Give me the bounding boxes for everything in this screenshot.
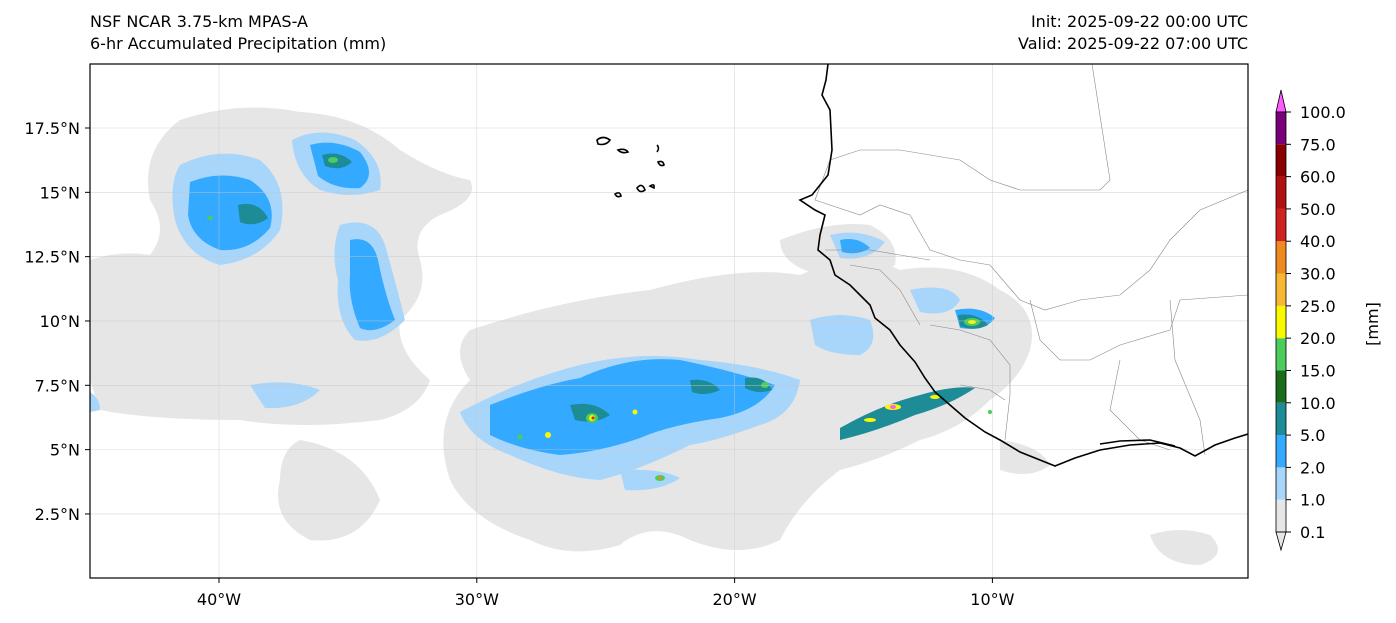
precip-heavy-cells: [207, 157, 992, 481]
gridlines: [90, 64, 1248, 578]
y-tick-label: 10°N: [40, 312, 80, 331]
colorbar-segment: [1276, 144, 1286, 177]
colorbar-extend-min: [1275, 531, 1287, 552]
colorbar: 0.1 1.0 2.0 5.0 10.0 15.0 20.0 25.0 30.0 40.0 50.0…: [1275, 89, 1346, 552]
colorbar-segment: [1276, 338, 1286, 371]
colorbar-tick-label: 60.0: [1300, 168, 1336, 187]
colorbar-tick-label: 20.0: [1300, 329, 1336, 348]
colorbar-segment: [1276, 241, 1286, 274]
country-borders: [814, 64, 1248, 456]
colorbar-extend-max: [1275, 89, 1287, 113]
colorbar-segment: [1276, 305, 1286, 339]
colorbar-tick-label: 30.0: [1300, 265, 1336, 284]
x-tick-label: 40°W: [197, 590, 241, 609]
init-time: Init: 2025-09-22 00:00 UTC: [1030, 12, 1248, 31]
y-axis: 17.5°N 15°N 12.5°N 10°N 7.5°N 5°N 2.5°N: [24, 119, 90, 524]
y-tick-label: 12.5°N: [24, 248, 80, 267]
colorbar-segment: [1276, 176, 1286, 209]
y-tick-label: 2.5°N: [35, 505, 80, 524]
product-title: 6-hr Accumulated Precipitation (mm): [90, 34, 387, 53]
colorbar-tick-label: 100.0: [1300, 103, 1346, 122]
x-tick-label: 10°W: [970, 590, 1014, 609]
colorbar-tick-label: 10.0: [1300, 394, 1336, 413]
colorbar-segment: [1276, 370, 1286, 403]
map-area: [90, 64, 1248, 578]
y-tick-label: 5°N: [50, 441, 80, 460]
y-tick-label: 7.5°N: [35, 376, 80, 395]
colorbar-segment: [1276, 208, 1286, 242]
plot-title: NSF NCAR 3.75-km MPAS-A 6-hr Accumulated…: [90, 11, 386, 55]
x-axis: 40°W 30°W 20°W 10°W: [197, 578, 1015, 609]
colorbar-tick-label: 5.0: [1300, 426, 1325, 445]
x-tick-label: 20°W: [713, 590, 757, 609]
colorbar-tick-label: 50.0: [1300, 200, 1336, 219]
colorbar-tick-label: 0.1: [1300, 523, 1325, 542]
colorbar-tick-label: 75.0: [1300, 135, 1336, 154]
colorbar-segment: [1276, 499, 1286, 532]
colorbar-segment: [1276, 112, 1286, 145]
colorbar-segment: [1276, 467, 1286, 500]
colorbar-segment: [1276, 402, 1286, 436]
colorbar-outline: [1275, 111, 1287, 533]
colorbar-segment: [1276, 273, 1286, 306]
x-tick-label: 30°W: [455, 590, 499, 609]
coastline: [596, 64, 1248, 467]
precip-5mm: [238, 153, 988, 440]
y-tick-label: 15°N: [40, 183, 80, 202]
y-tick-label: 17.5°N: [24, 119, 80, 138]
model-title: NSF NCAR 3.75-km MPAS-A: [90, 12, 308, 31]
valid-time: Valid: 2025-09-22 07:00 UTC: [1017, 34, 1248, 53]
time-info: Init: 2025-09-22 00:00 UTC Valid: 2025-0…: [1018, 11, 1248, 55]
colorbar-tick-label: 25.0: [1300, 297, 1336, 316]
colorbar-tick-label: 1.0: [1300, 491, 1325, 510]
colorbar-tick-label: 2.0: [1300, 458, 1325, 477]
colorbar-segment: [1276, 435, 1286, 468]
colorbar-tick-label: 40.0: [1300, 232, 1336, 251]
colorbar-tick-label: 15.0: [1300, 361, 1336, 380]
colorbar-unit-label: [mm]: [1363, 302, 1382, 346]
